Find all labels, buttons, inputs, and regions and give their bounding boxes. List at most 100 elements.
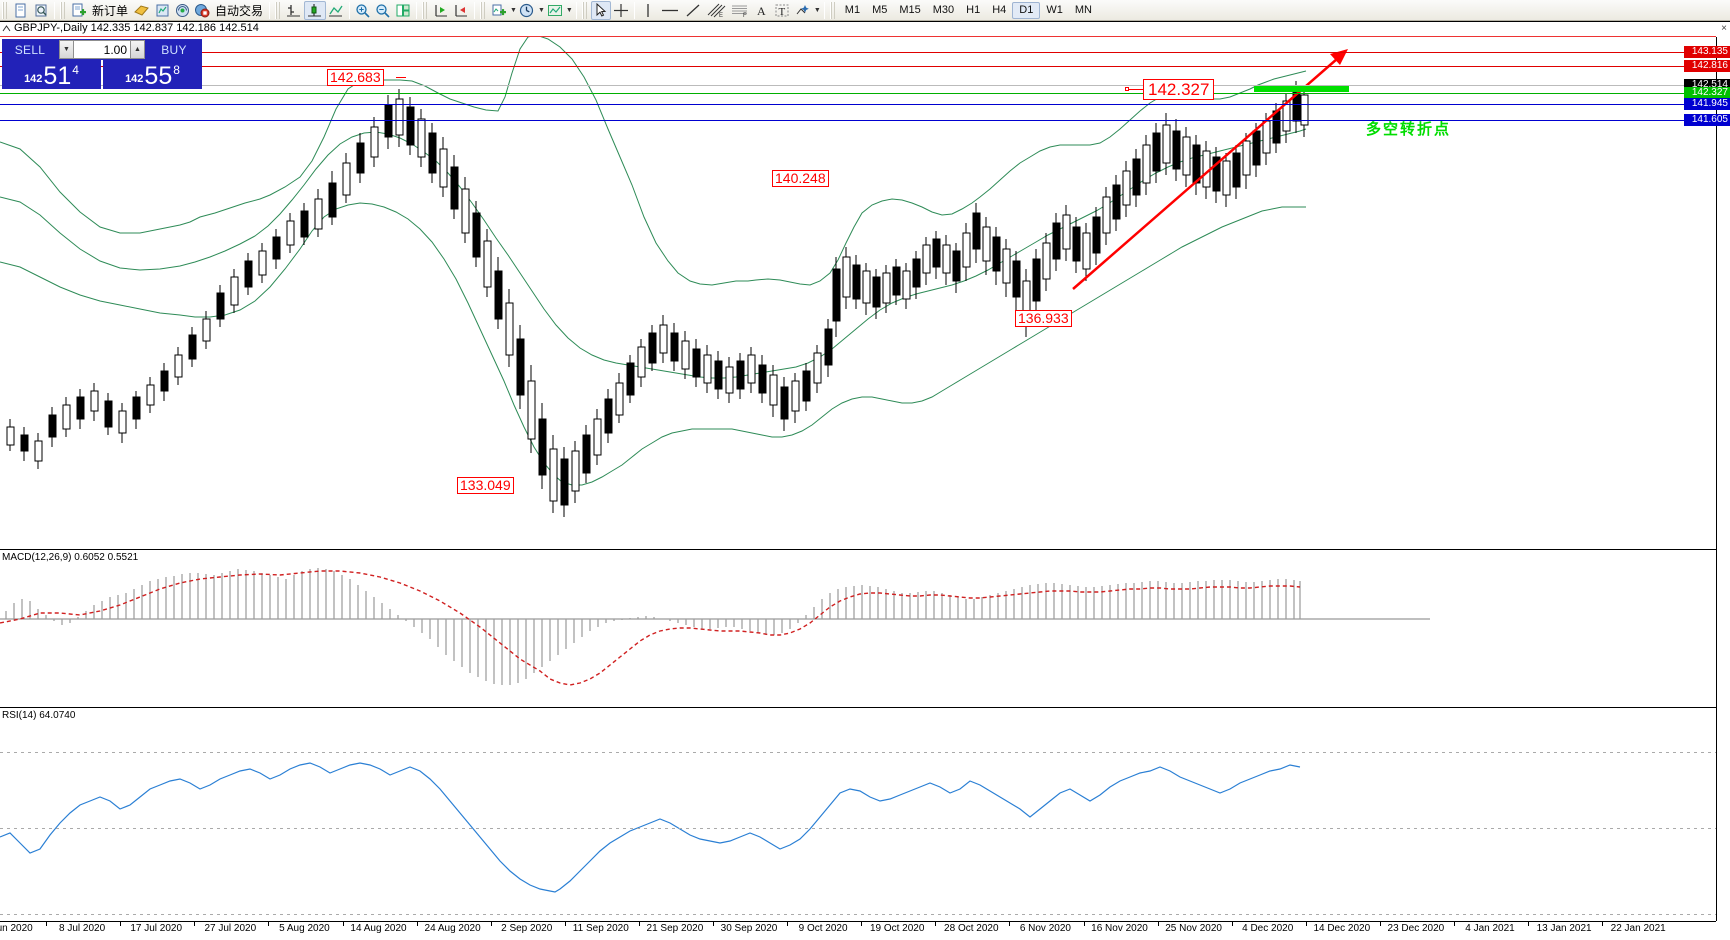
new-order-label[interactable]: 新订单 [92,3,129,18]
volume-input[interactable]: 1.00 [74,40,130,59]
autotrading-icon[interactable] [192,1,212,20]
timeframe-m5[interactable]: M5 [872,4,888,16]
timeframe-h4[interactable]: H4 [992,4,1007,16]
annotation-handle-142327[interactable] [1125,87,1129,91]
annotation-label-142327[interactable]: 142.327 [1143,79,1215,100]
period-chevron-down-icon[interactable]: ▼ [537,6,545,14]
toolbar-grip-5[interactable] [480,1,488,19]
buy-button[interactable]: BUY [146,39,202,60]
new-order-icon[interactable] [69,1,89,20]
price-tag-141605[interactable]: 141.605 [1684,114,1730,126]
volume-increase-button[interactable]: ▲ [130,40,145,59]
profiles-icon[interactable] [31,1,51,20]
toolbar-separator-6 [575,1,577,19]
time-axis-tickmark [935,921,937,926]
chart-restore-icon[interactable] [2,24,11,33]
price-tag-142327[interactable]: 142.327 [1684,87,1730,99]
toolbar-separator-7 [633,1,635,19]
volume-decrease-button[interactable]: ▼ [59,40,74,59]
level-line-142816[interactable] [0,66,1716,67]
zoom-out-icon[interactable] [373,1,393,20]
line-chart-icon[interactable] [326,1,346,20]
level-line-141945[interactable] [0,104,1716,105]
time-axis-tick: 14 Dec 2020 [1313,923,1371,934]
time-axis-tickmark [342,921,344,926]
timeframe-mn[interactable]: MN [1074,4,1092,16]
indicators-icon[interactable] [489,1,509,20]
time-axis-tickmark [1379,921,1381,926]
rsi-pane[interactable]: RSI(14) 64.0740 [0,709,1716,921]
level-line-142327[interactable] [0,93,1716,94]
level-line-142514[interactable] [0,85,1716,86]
timeframe-m1[interactable]: M1 [844,4,861,16]
time-axis-tick: 21 Sep 2020 [646,923,704,934]
time-axis-tick: 28 Oct 2020 [944,923,999,934]
timeframe-m15[interactable]: M15 [899,4,921,16]
timeframe-m30[interactable]: M30 [932,4,955,16]
toolbar-grip[interactable] [2,1,9,19]
cursor-icon[interactable] [590,0,611,20]
shapes-chevron-down-icon[interactable]: ▼ [813,6,821,14]
annotation-label-133049[interactable]: 133.049 [457,477,514,494]
bar-chart-icon[interactable] [284,1,304,20]
sell-price-display[interactable]: 142 51 4 [2,60,101,89]
metaeditor-icon[interactable] [131,1,152,20]
annotation-label-142683[interactable]: 142.683 [327,69,384,86]
auto-scroll-icon[interactable] [451,1,471,20]
period-icon[interactable] [517,1,537,20]
chart-shift-icon[interactable] [431,1,451,20]
autotrading-label[interactable]: 自动交易 [215,3,264,18]
price-tag-142816[interactable]: 142.816 [1684,60,1730,72]
timeframe-d1[interactable]: D1 [1012,1,1041,19]
toolbar-grip-7[interactable] [829,1,837,19]
indicators-chevron-down-icon[interactable]: ▼ [510,6,517,14]
fibonacci-icon[interactable]: F [728,1,752,20]
price-tag-141945[interactable]: 141.945 [1684,98,1730,110]
one-click-trading-panel[interactable]: SELL ▼ 1.00 ▲ BUY 142 51 4 142 55 8 [2,39,202,89]
level-line-143135[interactable] [0,52,1716,53]
time-axis-tickmark [1009,921,1011,926]
timeframe-h1[interactable]: H1 [966,4,981,16]
time-axis[interactable] [0,921,1716,922]
shapes-icon[interactable] [792,1,813,20]
chart-title: GBPJPY-,Daily 142.335 142.837 142.186 14… [14,22,259,34]
toolbar-grip-4[interactable] [422,1,430,19]
timeframe-w1[interactable]: W1 [1046,4,1063,16]
toolbar-grip-2[interactable] [60,1,67,19]
sell-button[interactable]: SELL [2,39,58,60]
time-axis-tick: 4 Jan 2021 [1465,923,1515,934]
time-axis-tickmark [713,921,714,926]
candlestick-chart-icon[interactable] [304,0,327,20]
macd-pane[interactable]: MACD(12,26,9) 0.6052 0.5521 [0,551,1716,704]
trendline-icon[interactable] [682,1,704,20]
svg-text:F: F [743,13,747,18]
tile-windows-icon[interactable] [393,1,413,20]
annotation-label-136933[interactable]: 136.933 [1015,310,1072,327]
equidistant-channel-icon[interactable]: E [704,1,728,20]
templates-icon[interactable] [545,1,565,20]
close-icon[interactable]: × [1721,23,1727,34]
crosshair-icon[interactable] [611,1,631,20]
text-icon[interactable]: A [752,1,772,20]
macd-canvas[interactable] [0,551,1716,704]
horizontal-line-icon[interactable] [658,1,682,20]
price-pane[interactable] [0,37,1716,539]
text-label-icon[interactable]: T [772,1,792,20]
price-chart-canvas[interactable] [0,37,1716,539]
buy-price-display[interactable]: 142 55 8 [103,60,202,89]
level-line-141605[interactable] [0,120,1716,121]
zoom-in-icon[interactable] [353,1,373,20]
green-highlight-bar[interactable] [1254,86,1349,92]
price-tag-143135[interactable]: 143.135 [1684,46,1730,58]
vertical-line-icon[interactable] [638,1,658,20]
svg-text:E: E [719,13,723,18]
rsi-canvas[interactable] [0,709,1716,921]
toolbar-grip-3[interactable] [275,1,283,19]
price-axis[interactable] [1716,37,1730,921]
terminal-icon[interactable] [152,1,172,20]
new-chart-icon[interactable] [11,1,31,20]
signals-icon[interactable] [172,1,192,20]
templates-chevron-down-icon[interactable]: ▼ [565,6,573,14]
annotation-label-140248[interactable]: 140.248 [772,170,829,187]
toolbar-grip-6[interactable] [581,1,589,19]
